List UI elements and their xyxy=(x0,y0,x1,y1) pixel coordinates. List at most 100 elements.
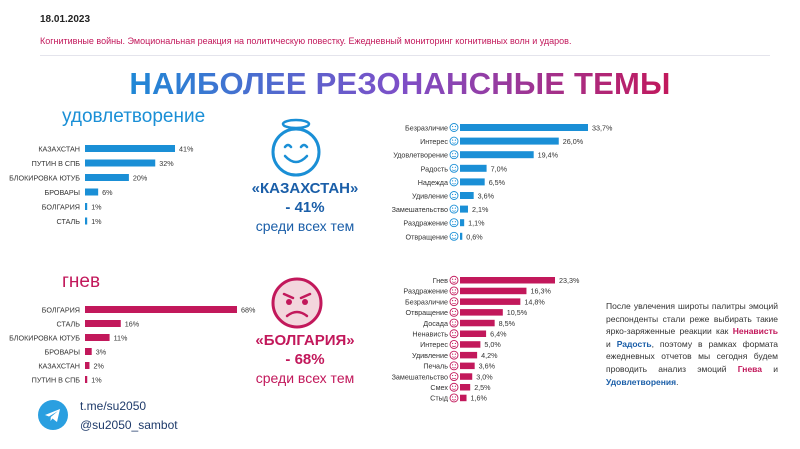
category-label: ПУТИН В СПБ xyxy=(32,159,81,168)
bar xyxy=(85,376,88,383)
highlight-value-anger: - 68% xyxy=(285,351,325,368)
analysis-note: После увлечения широты палитры эмоций ре… xyxy=(606,300,778,388)
category-label: Безразличие xyxy=(405,297,448,306)
bar xyxy=(460,205,468,213)
value-label: 41% xyxy=(179,145,194,154)
bar xyxy=(85,145,175,152)
curious-face-icon xyxy=(449,339,459,349)
bar xyxy=(460,219,465,227)
angry-face-icon xyxy=(271,277,323,329)
report-subtitle: Когнитивные войны. Эмоциональная реакция… xyxy=(40,36,572,46)
bar xyxy=(460,351,478,359)
category-label: Безразличие xyxy=(405,124,448,133)
bar xyxy=(460,124,588,131)
value-label: 1% xyxy=(91,376,102,385)
value-label: 3,6% xyxy=(478,192,495,201)
value-label: 6,5% xyxy=(489,178,506,187)
telegram-handle[interactable]: @su2050_sambot xyxy=(80,418,178,432)
highlight-topic-satisfaction: «КАЗАХСТАН» xyxy=(251,180,359,197)
value-label: 3,0% xyxy=(476,372,493,381)
bar xyxy=(460,137,559,145)
surprised-face-icon xyxy=(449,191,459,200)
category-label: БЛОКИРОВКА ЮТУБ xyxy=(9,174,80,183)
neutral-face-icon xyxy=(449,297,459,307)
value-label: 6,4% xyxy=(490,330,507,339)
header-divider xyxy=(40,55,770,56)
curious-face-icon xyxy=(449,136,459,146)
bar xyxy=(460,232,463,240)
bar xyxy=(85,217,88,225)
value-label: 3,6% xyxy=(479,362,496,371)
category-label: Удивление xyxy=(412,351,448,360)
value-label: 2,1% xyxy=(472,205,489,214)
category-label: Замешательство xyxy=(392,205,448,214)
telegram-icon[interactable] xyxy=(38,400,68,430)
value-label: 6% xyxy=(102,188,113,197)
satisfaction-emotions-chart: Безразличие 33,7% Интерес 26,0% Удовлетворен… xyxy=(392,123,613,241)
value-label: 20% xyxy=(133,174,148,183)
value-label: 68% xyxy=(241,306,256,315)
happy-face-icon xyxy=(449,163,459,173)
telegram-link[interactable]: t.me/su2050 xyxy=(80,399,147,413)
annoyed-face-icon xyxy=(449,286,459,296)
category-label: СТАЛЬ xyxy=(57,320,81,329)
highlight-topic-anger: «БОЛГАРИЯ» xyxy=(255,332,355,349)
bar xyxy=(460,341,481,348)
value-label: 1% xyxy=(91,203,102,212)
category-label: Раздражение xyxy=(403,287,448,296)
bar xyxy=(85,203,88,210)
value-label: 5,0% xyxy=(484,340,501,349)
headline-text: НАИБОЛЕЕ РЕЗОНАНСНЫЕ ТЕМЫ xyxy=(129,66,671,101)
hopeful-face-icon xyxy=(449,177,459,187)
highlight-note-anger: среди всех тем xyxy=(255,370,355,386)
bar xyxy=(460,384,471,391)
value-label: 7,0% xyxy=(491,164,508,173)
section-title-anger: гнев xyxy=(62,271,101,292)
bar xyxy=(85,159,156,167)
telegram-plane-icon xyxy=(45,409,60,422)
category-label: Отвращение xyxy=(405,308,448,317)
value-label: 14,8% xyxy=(524,297,545,306)
smiling-face-icon xyxy=(449,150,459,160)
frustrated-face-icon xyxy=(449,318,459,328)
note-text-1: После увлечения широты палитры эмоций ре… xyxy=(606,301,778,337)
bar xyxy=(85,188,99,196)
annoyed-face-icon xyxy=(449,218,459,228)
note-joy: Радость xyxy=(616,338,652,349)
category-label: Замешательство xyxy=(392,372,448,381)
note-and-2: и xyxy=(762,363,778,374)
bar xyxy=(460,192,474,199)
bar xyxy=(460,309,503,316)
value-label: 2,5% xyxy=(474,383,491,392)
angry-face-icon xyxy=(449,275,459,285)
value-label: 10,5% xyxy=(507,308,528,317)
bar xyxy=(85,174,129,181)
highlight-value-satisfaction: - 41% xyxy=(285,199,325,216)
value-label: 32% xyxy=(159,159,174,168)
satisfaction-topics-chart: КАЗАХСТАН 41% ПУТИН В СПБ 32% БЛОКИРОВКА ЮТУ… xyxy=(9,145,194,227)
value-label: 2% xyxy=(93,362,104,371)
hateful-face-icon xyxy=(449,329,459,339)
surprised-face-icon xyxy=(449,350,459,360)
category-label: Печаль xyxy=(423,362,448,371)
category-label: Отвращение xyxy=(405,232,448,241)
sad-face-icon xyxy=(449,361,459,371)
category-label: БРОВАРЫ xyxy=(45,188,80,197)
value-label: 0,6% xyxy=(466,232,483,241)
category-label: Надежда xyxy=(418,178,448,187)
category-label: Раздражение xyxy=(403,219,448,228)
value-label: 19,4% xyxy=(538,151,559,160)
neutral-face-icon xyxy=(449,123,459,132)
category-label: БРОВАРЫ xyxy=(45,348,80,357)
category-label: Интерес xyxy=(420,137,448,146)
bar xyxy=(460,373,473,380)
note-text-2: , поэтому в рамках формата ежедневных от… xyxy=(606,338,778,374)
note-satisfaction: Удовлетворения xyxy=(606,376,677,387)
bar xyxy=(460,164,487,172)
bar xyxy=(85,348,92,355)
bar xyxy=(460,277,555,284)
category-label: ПУТИН В СПБ xyxy=(32,376,81,385)
bar xyxy=(85,306,237,313)
value-label: 33,7% xyxy=(592,124,613,133)
value-label: 1% xyxy=(91,217,102,226)
